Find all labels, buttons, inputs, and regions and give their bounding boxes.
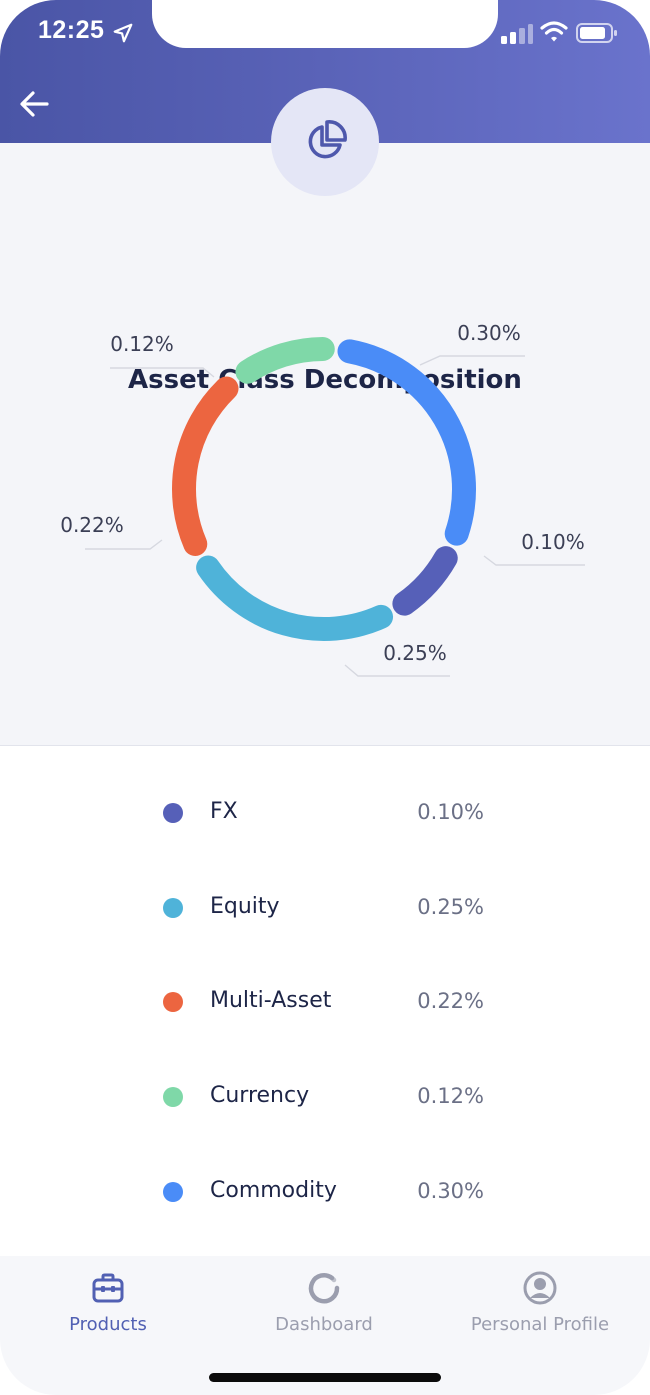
list-item-equity[interactable]: Equity 0.25% [0,888,650,928]
leader-line [344,664,450,677]
list-item-fx[interactable]: FX 0.10% [0,793,650,833]
data-label-equity: 0.25% [383,641,447,665]
chart-section: Asset Class Decomposition [0,143,650,746]
leader-line [419,355,525,366]
pie-chart-badge [271,88,379,196]
location-arrow-icon [113,23,133,43]
home-indicator [209,1373,441,1382]
pie-chart-icon [308,120,347,159]
tab-products[interactable]: Products [0,1270,216,1360]
asset-class-donut-chart: 0.30% 0.10% 0.25% 0.22% 0.12% [60,321,585,677]
data-label-commodity: 0.30% [457,321,521,345]
legend-value: 0.30% [417,1179,484,1203]
legend-value: 0.12% [417,1084,484,1108]
legend-value: 0.10% [417,800,484,824]
user-circle-icon [523,1271,557,1305]
commodity-color-dot [163,1182,183,1202]
legend-label: Currency [210,1083,310,1108]
page-title: Asset Class Decomposition [128,365,522,395]
currency-color-dot [163,1087,183,1107]
back-button[interactable] [14,86,54,122]
tab-label: Products [69,1314,147,1335]
leader-line [483,555,585,566]
tab-label: Dashboard [275,1314,373,1335]
donut-segment-fx [392,546,458,616]
list-item-commodity[interactable]: Commodity 0.30% [0,1172,650,1212]
legend-label: Commodity [210,1178,337,1203]
refresh-chart-icon [308,1273,340,1304]
equity-color-dot [163,898,183,918]
tab-label: Personal Profile [470,1314,610,1335]
briefcase-icon [92,1273,124,1303]
leader-line [110,367,215,378]
legend-label: FX [210,799,238,824]
donut-segment-equity [196,555,394,641]
data-label-fx: 0.10% [521,530,585,554]
donut-segment-currency [235,337,335,384]
donut-segment-multi-asset [172,376,239,557]
legend-label: Multi-Asset [210,988,332,1013]
data-label-currency: 0.12% [110,332,174,356]
fx-color-dot [163,803,183,823]
bottom-tab-bar: Products Dashboard Personal Profile [0,1256,650,1395]
tab-personal-profile[interactable]: Personal Profile [432,1270,648,1360]
list-item-multi-asset[interactable]: Multi-Asset 0.22% [0,982,650,1022]
arrow-left-icon [20,91,49,117]
list-item-currency[interactable]: Currency 0.12% [0,1077,650,1117]
legend-value: 0.25% [417,895,484,919]
tab-dashboard[interactable]: Dashboard [216,1270,432,1360]
cellular-signal-icon [501,24,533,44]
status-time: 12:25 [38,16,105,44]
wifi-icon [540,21,568,42]
battery-icon [576,23,617,43]
legend-label: Equity [210,894,280,919]
multi-asset-color-dot [163,992,183,1012]
legend-list: FX 0.10% Equity 0.25% Multi-Asset 0.22% … [0,746,650,1256]
leader-line [85,539,163,550]
legend-value: 0.22% [417,989,484,1013]
data-label-multi-asset: 0.22% [60,513,124,537]
donut-segment-commodity [337,339,476,546]
device-notch [152,0,498,48]
